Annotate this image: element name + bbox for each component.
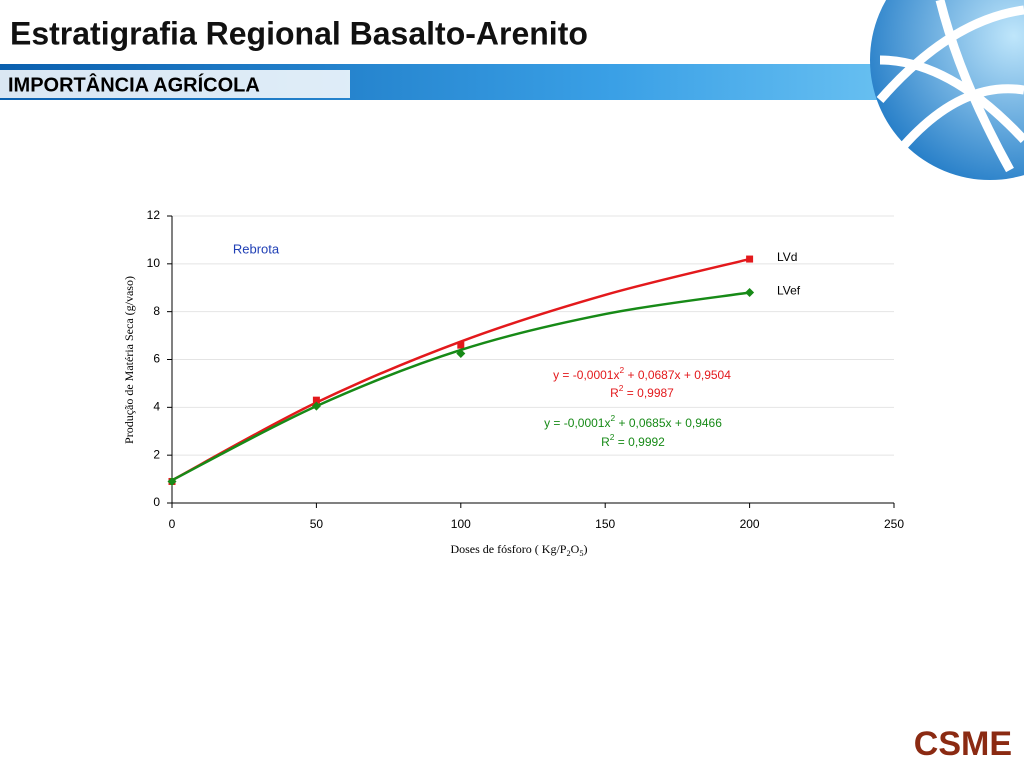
y-axis-label: Produção de Matéria Seca (g/vaso) <box>122 276 136 444</box>
text-part: Doses de fósforo ( Kg/P <box>450 542 566 556</box>
legend-label: LVef <box>777 284 801 298</box>
y-tick-label: 4 <box>153 400 160 414</box>
trend-r2: R2 = 0,9987 <box>610 383 674 400</box>
text-part: y = -0,0001x <box>553 368 619 382</box>
text-part: + 0,0687x + 0,9504 <box>624 368 731 382</box>
text-part: 2 <box>619 365 624 375</box>
point <box>311 401 321 411</box>
text-part: 5 <box>579 549 583 558</box>
trendline <box>171 257 750 482</box>
point <box>457 341 465 349</box>
y-tick-label: 10 <box>147 256 161 270</box>
text-part: + 0,0685x + 0,9466 <box>615 416 722 430</box>
point <box>745 288 755 298</box>
text-part: 2 <box>619 383 624 393</box>
text-part: = 0,9992 <box>614 435 665 449</box>
point <box>746 255 754 263</box>
text-part: O <box>571 542 580 556</box>
x-tick-label: 100 <box>451 517 471 531</box>
chart: 0 2 4 6 8 10 12 0 50 100 150 200 250 Doses de fósforo… <box>122 208 905 558</box>
x-tick-label: 200 <box>740 517 760 531</box>
text-part: 2 <box>566 549 570 558</box>
text-part: = 0,9987 <box>623 386 674 400</box>
point <box>167 476 177 486</box>
x-tick-label: 150 <box>595 517 615 531</box>
y-tick-label: 2 <box>153 447 160 461</box>
point <box>312 396 320 404</box>
x-axis-label: Doses de fósforo ( Kg/P2O5) <box>450 542 587 559</box>
x-tick-label: 0 <box>169 517 176 531</box>
y-tick-label: 8 <box>153 304 160 318</box>
text-part: ) <box>584 542 588 556</box>
text-part: y = -0,0001x <box>544 416 610 430</box>
slide-title: Estratigrafia Regional Basalto-Arenito <box>10 15 588 51</box>
y-tick-label: 6 <box>153 352 160 366</box>
globe-decoration <box>870 0 1024 180</box>
trend-equation: y = -0,0001x2 + 0,0685x + 0,9466 <box>544 413 722 430</box>
legend-label: LVd <box>777 250 797 264</box>
logo: CSME <box>914 725 1012 763</box>
y-tick-label: 0 <box>153 495 160 509</box>
subtitle-band <box>0 70 350 98</box>
text-part: 2 <box>610 413 615 423</box>
x-tick-label: 50 <box>310 517 324 531</box>
trend-r2: R2 = 0,9992 <box>601 432 665 449</box>
text-part: 2 <box>610 432 615 442</box>
trend-equation: y = -0,0001x2 + 0,0687x + 0,9504 <box>553 365 731 382</box>
annotation: Rebrota <box>233 241 280 256</box>
text-part: R <box>610 386 619 400</box>
text-part: R <box>601 435 610 449</box>
point <box>456 349 466 359</box>
slide-subtitle: IMPORTÂNCIA AGRÍCOLA <box>8 72 260 96</box>
x-tick-label: 250 <box>884 517 904 531</box>
y-tick-label: 12 <box>147 208 161 222</box>
